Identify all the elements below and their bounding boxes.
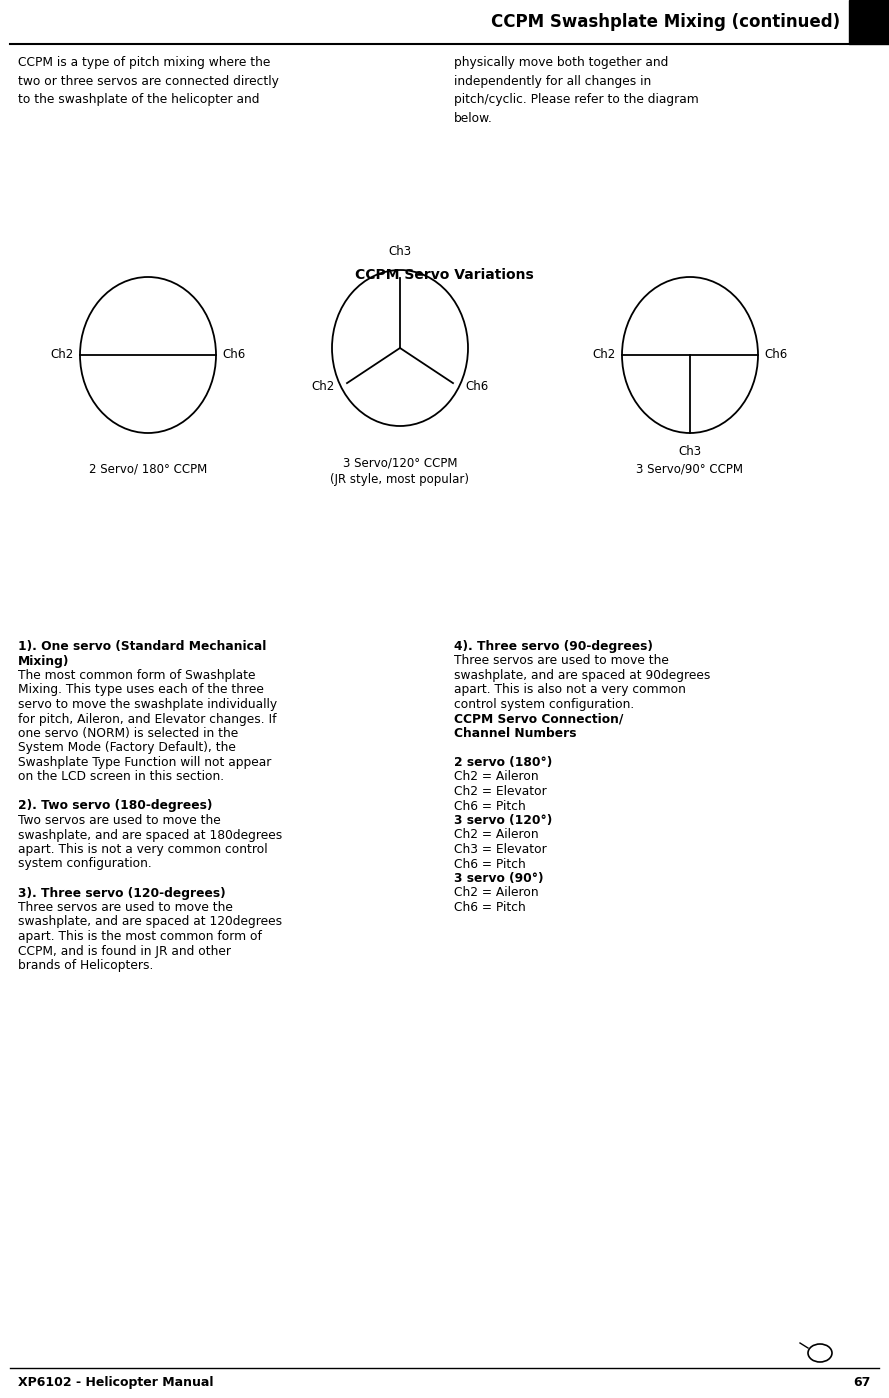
Text: 3). Three servo (120-degrees): 3). Three servo (120-degrees) — [18, 886, 226, 899]
Text: System Mode (Factory Default), the: System Mode (Factory Default), the — [18, 741, 236, 755]
Text: apart. This is the most common form of: apart. This is the most common form of — [18, 930, 262, 944]
Text: Ch2: Ch2 — [593, 348, 616, 362]
Text: CCPM Servo Connection/: CCPM Servo Connection/ — [454, 713, 623, 726]
Text: CCPM, and is found in JR and other: CCPM, and is found in JR and other — [18, 945, 231, 958]
Text: Channel Numbers: Channel Numbers — [454, 727, 576, 740]
Text: Ch6 = Pitch: Ch6 = Pitch — [454, 857, 525, 871]
Text: Three servos are used to move the: Three servos are used to move the — [454, 654, 669, 667]
Text: Ch6: Ch6 — [465, 380, 488, 393]
Text: 3 servo (90°): 3 servo (90°) — [454, 872, 543, 885]
Text: Ch2 = Aileron: Ch2 = Aileron — [454, 829, 539, 842]
Text: swashplate, and are spaced at 120degrees: swashplate, and are spaced at 120degrees — [18, 916, 282, 928]
Text: 67: 67 — [853, 1376, 871, 1390]
Text: CCPM is a type of pitch mixing where the
two or three servos are connected direc: CCPM is a type of pitch mixing where the… — [18, 56, 279, 106]
Text: Ch2: Ch2 — [312, 380, 335, 393]
Text: Mixing): Mixing) — [18, 654, 69, 667]
Text: Ch2 = Elevator: Ch2 = Elevator — [454, 786, 547, 798]
Text: 2 servo (180°): 2 servo (180°) — [454, 756, 552, 769]
Text: Ch2: Ch2 — [51, 348, 74, 362]
Text: system configuration.: system configuration. — [18, 857, 152, 871]
Text: Ch6: Ch6 — [764, 348, 788, 362]
Text: apart. This is also not a very common: apart. This is also not a very common — [454, 684, 686, 696]
Text: 1). One servo (Standard Mechanical: 1). One servo (Standard Mechanical — [18, 640, 267, 653]
Text: Three servos are used to move the: Three servos are used to move the — [18, 900, 233, 914]
Text: Ch6 = Pitch: Ch6 = Pitch — [454, 900, 525, 914]
Text: Ch3: Ch3 — [678, 445, 701, 459]
Text: apart. This is not a very common control: apart. This is not a very common control — [18, 843, 268, 856]
Text: The most common form of Swashplate: The most common form of Swashplate — [18, 670, 255, 682]
Text: 3 servo (120°): 3 servo (120°) — [454, 814, 552, 828]
Text: for pitch, Aileron, and Elevator changes. If: for pitch, Aileron, and Elevator changes… — [18, 713, 276, 726]
Text: Swashplate Type Function will not appear: Swashplate Type Function will not appear — [18, 756, 271, 769]
Text: Ch6 = Pitch: Ch6 = Pitch — [454, 800, 525, 812]
Text: 3 Servo/120° CCPM
(JR style, most popular): 3 Servo/120° CCPM (JR style, most popula… — [331, 456, 469, 487]
Text: servo to move the swashplate individually: servo to move the swashplate individuall… — [18, 698, 277, 712]
Text: Ch3 = Elevator: Ch3 = Elevator — [454, 843, 547, 856]
Text: on the LCD screen in this section.: on the LCD screen in this section. — [18, 770, 224, 783]
Text: brands of Helicopters.: brands of Helicopters. — [18, 959, 154, 972]
Text: 3 Servo/90° CCPM: 3 Servo/90° CCPM — [637, 463, 743, 475]
Text: control system configuration.: control system configuration. — [454, 698, 634, 712]
Text: Ch2 = Aileron: Ch2 = Aileron — [454, 770, 539, 783]
Text: swashplate, and are spaced at 90degrees: swashplate, and are spaced at 90degrees — [454, 670, 710, 682]
Text: Two servos are used to move the: Two servos are used to move the — [18, 814, 220, 828]
Text: physically move both together and
independently for all changes in
pitch/cyclic.: physically move both together and indepe… — [454, 56, 699, 124]
Text: CCPM Swashplate Mixing (continued): CCPM Swashplate Mixing (continued) — [491, 13, 840, 31]
Text: 2 Servo/ 180° CCPM: 2 Servo/ 180° CCPM — [89, 463, 207, 475]
Text: Ch2 = Aileron: Ch2 = Aileron — [454, 886, 539, 899]
Text: Mixing. This type uses each of the three: Mixing. This type uses each of the three — [18, 684, 264, 696]
Text: Ch6: Ch6 — [222, 348, 245, 362]
Bar — [849, 0, 889, 43]
Text: one servo (NORM) is selected in the: one servo (NORM) is selected in the — [18, 727, 238, 740]
Text: XP6102 - Helicopter Manual: XP6102 - Helicopter Manual — [18, 1376, 213, 1390]
Text: CCPM Servo Variations: CCPM Servo Variations — [355, 268, 533, 282]
Text: 2). Two servo (180-degrees): 2). Two servo (180-degrees) — [18, 800, 212, 812]
Text: 4). Three servo (90-degrees): 4). Three servo (90-degrees) — [454, 640, 653, 653]
Text: swashplate, and are spaced at 180degrees: swashplate, and are spaced at 180degrees — [18, 829, 282, 842]
Text: Ch3: Ch3 — [388, 245, 412, 259]
